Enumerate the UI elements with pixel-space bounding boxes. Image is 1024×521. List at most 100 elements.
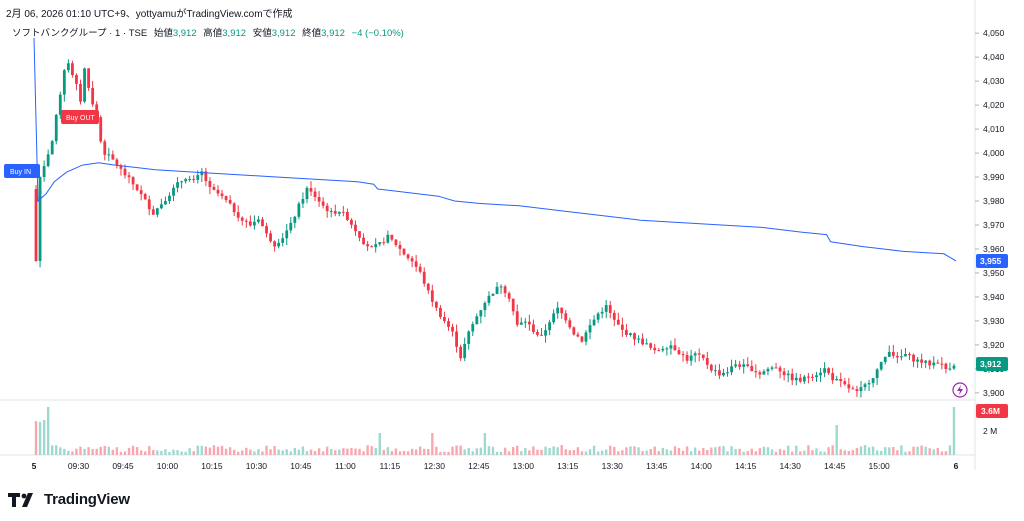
volume-bar xyxy=(366,445,369,455)
candle-body xyxy=(895,355,899,358)
candle-body xyxy=(730,366,733,373)
candle-body xyxy=(831,373,835,381)
candle-body xyxy=(176,182,179,188)
time-tick-label: 12:30 xyxy=(424,461,446,471)
volume-bar xyxy=(875,450,879,455)
candle-body xyxy=(426,283,430,291)
volume-bar xyxy=(152,450,155,455)
candle-body xyxy=(548,322,551,331)
volume-bar xyxy=(144,451,147,455)
volume-bar xyxy=(730,446,733,455)
candle-body xyxy=(891,351,895,356)
candle-body xyxy=(750,366,754,372)
volume-bar xyxy=(459,445,462,455)
candle-body xyxy=(248,221,252,226)
candle-body xyxy=(871,378,875,384)
buy-out-marker xyxy=(61,110,99,124)
candle-body xyxy=(257,219,260,222)
volume-bar xyxy=(224,448,228,455)
candle-body xyxy=(625,329,628,335)
candle-body xyxy=(883,356,887,363)
volume-bar xyxy=(455,445,458,455)
candle-body xyxy=(572,327,576,335)
price-tick-label: 4,040 xyxy=(983,52,1005,62)
candle-body xyxy=(774,367,778,369)
candle-body xyxy=(576,334,580,337)
volume-bar xyxy=(38,421,42,455)
volume-bar xyxy=(204,446,208,455)
volume-bar xyxy=(406,451,410,455)
candle-body xyxy=(87,68,90,88)
candle-body xyxy=(653,347,657,351)
volume-bar xyxy=(766,447,770,455)
candle-body xyxy=(532,324,535,333)
volume-bar xyxy=(471,451,474,455)
candle-body xyxy=(467,331,471,344)
candle-body xyxy=(657,350,661,352)
volume-bar xyxy=(621,450,624,455)
candle-body xyxy=(616,319,620,325)
candle-body xyxy=(580,336,584,342)
candle-body xyxy=(293,216,297,223)
volume-bar xyxy=(588,449,592,455)
volume-bar xyxy=(168,451,171,455)
time-tick-label: 14:15 xyxy=(735,461,757,471)
volume-bar xyxy=(799,451,802,455)
candle-body xyxy=(131,177,135,185)
volume-bar xyxy=(443,451,446,455)
volume-bar xyxy=(188,448,191,455)
volume-bar xyxy=(908,451,911,455)
candle-body xyxy=(815,375,818,378)
price-axis[interactable]: 4,050 4,040 4,030 4,020 4,010 4,000 3,990 3,980… xyxy=(975,28,1005,436)
volume-bar xyxy=(350,448,353,455)
candle-body xyxy=(345,211,349,220)
candle-body xyxy=(649,343,653,348)
volume-bar xyxy=(681,450,685,455)
candle-body xyxy=(212,187,216,190)
volume-bar xyxy=(819,451,822,455)
time-axis[interactable]: 5 09:30 09:45 10:00 10:15 10:30 10:45 11:00 11:1… xyxy=(32,461,959,471)
volume-bar xyxy=(111,449,115,455)
candle-body xyxy=(402,248,406,255)
volume-bar xyxy=(742,451,745,455)
volume-bar xyxy=(507,451,511,455)
volume-bar xyxy=(176,450,179,455)
candle-body xyxy=(83,68,86,102)
volume-bar xyxy=(629,446,632,455)
volume-bar xyxy=(91,448,94,455)
volume-bar xyxy=(257,449,260,455)
candle-body xyxy=(944,363,948,369)
candle-body xyxy=(511,298,515,312)
volume-bar xyxy=(212,445,216,455)
tradingview-logo[interactable]: TradingView xyxy=(8,491,130,508)
candle-body xyxy=(200,171,204,176)
volume-bar xyxy=(762,446,766,455)
volume-bar xyxy=(75,448,78,455)
volume-bar xyxy=(665,449,669,455)
time-tick-label: 15:00 xyxy=(869,461,891,471)
volume-bar xyxy=(139,450,143,455)
candle-body xyxy=(208,181,212,188)
candle-body xyxy=(916,359,919,362)
volume-bar xyxy=(726,451,729,455)
volume-bar xyxy=(103,445,106,455)
volume-bar xyxy=(888,447,891,455)
volume-bar xyxy=(572,450,576,455)
volume-bar xyxy=(390,451,394,455)
high-label: 高値 xyxy=(203,28,223,39)
candle-body xyxy=(754,371,758,373)
volume-bar xyxy=(334,450,337,455)
candle-body xyxy=(847,384,851,389)
volume-bar xyxy=(714,447,717,455)
volume-bar xyxy=(710,447,713,455)
volume-bar xyxy=(912,446,915,455)
time-tick-label: 13:15 xyxy=(557,461,579,471)
volume-bar xyxy=(900,445,903,455)
open-value: 3,912 xyxy=(172,28,197,39)
volume-bar xyxy=(394,448,398,455)
candle-body xyxy=(495,286,499,295)
candle-body xyxy=(58,94,62,115)
symbol-legend: ソフトバンクグループ · 1 · TSE 始値3,912 高値3,912 安値3… xyxy=(12,25,404,39)
volume-bar xyxy=(774,451,778,455)
